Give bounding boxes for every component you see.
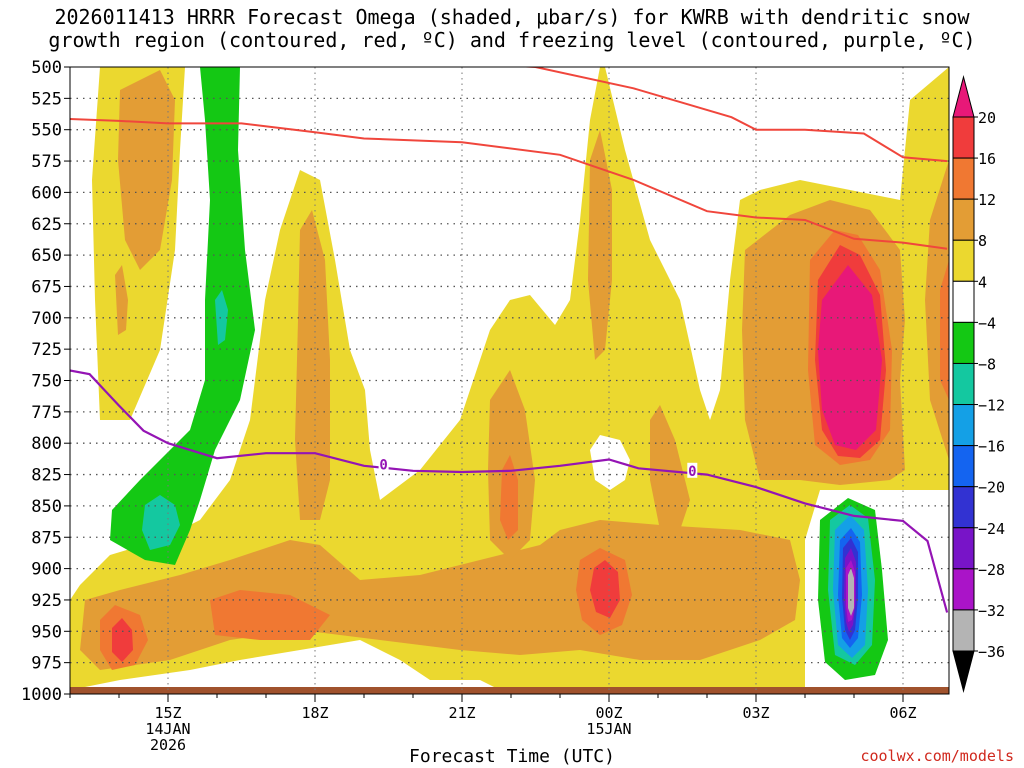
colorbar-label-9: −20 — [978, 479, 1005, 497]
y-tick-label-975: 975 — [31, 654, 62, 674]
omega-orange-right-edge — [940, 260, 949, 400]
y-tick-label-725: 725 — [31, 340, 62, 360]
colorbar-label-7: −12 — [978, 397, 1005, 415]
y-tick-label-925: 925 — [31, 591, 62, 611]
y-tick-label-825: 825 — [31, 466, 62, 486]
dendritic-contour-lower — [516, 67, 948, 163]
freezing-level-label-0: 0 — [379, 458, 387, 474]
y-tick-label-700: 700 — [31, 309, 62, 329]
y-tick-label-850: 850 — [31, 497, 62, 517]
x-tick-date-00Z: 15JAN — [586, 720, 631, 738]
colorbar-label-6: −8 — [978, 355, 996, 373]
x-tick-label-18Z: 18Z — [301, 704, 328, 722]
omega-teal-upper — [215, 290, 228, 345]
x-tick-label-03Z: 03Z — [742, 704, 769, 722]
colorbar-label-0: 20 — [978, 109, 996, 127]
colorbar-label-1: 16 — [978, 150, 996, 168]
ground-band — [70, 687, 949, 694]
colorbar-swatch-1 — [952, 157, 975, 200]
freezing-level-label-1: 0 — [688, 464, 696, 480]
x-tick-label-00Z: 00Z — [595, 704, 622, 722]
y-tick-label-950: 950 — [31, 622, 62, 642]
colorbar-label-3: 8 — [978, 232, 987, 250]
colorbar-swatch-0 — [952, 116, 975, 159]
title-line-2: growth region (contoured, red, ºC) and f… — [48, 28, 976, 52]
colorbar-label-8: −16 — [978, 438, 1005, 456]
x-tick-label-06Z: 06Z — [889, 704, 916, 722]
grid-lines — [70, 67, 949, 694]
y-tick-label-550: 550 — [31, 121, 62, 141]
omega-gray-right — [848, 568, 854, 616]
omega-shading — [70, 67, 949, 694]
y-tick-label-500: 500 — [31, 58, 62, 78]
y-tick-label-1000: 1000 — [21, 685, 62, 705]
colorbar-swatch-5 — [952, 321, 975, 364]
omega-red-00z — [590, 560, 620, 618]
freezing-label-bg-0 — [378, 456, 389, 472]
colorbar-swatch-9 — [952, 486, 975, 529]
colorbar-swatch-12 — [952, 609, 975, 652]
omega-tan-column-01z — [650, 405, 690, 530]
y-tick-label-875: 875 — [31, 528, 62, 548]
omega-teal-patch — [142, 495, 180, 550]
y-tick-label-625: 625 — [31, 215, 62, 235]
colorbar-swatch-10 — [952, 527, 975, 570]
y-tick-label-675: 675 — [31, 277, 62, 297]
omega-white-notch — [590, 435, 630, 490]
colorbar-label-5: −4 — [978, 314, 996, 332]
y-tick-label-750: 750 — [31, 372, 62, 392]
colorbar-label-2: 12 — [978, 191, 996, 209]
y-tick-label-575: 575 — [31, 152, 62, 172]
y-tick-label-650: 650 — [31, 246, 62, 266]
omega-orange-lower-band — [210, 590, 330, 640]
dendritic-contour-upper — [70, 117, 948, 250]
colorbar-swatch-7 — [952, 404, 975, 447]
y-tick-label-600: 600 — [31, 183, 62, 203]
y-tick-label-775: 775 — [31, 403, 62, 423]
x-tick-label-21Z: 21Z — [448, 704, 475, 722]
omega-green-column — [110, 67, 255, 565]
omega-tan-small-left — [115, 265, 128, 335]
omega-tan-column-00z — [588, 130, 612, 360]
omega-orange-23z — [500, 455, 518, 540]
title-line-1: 2026011413 HRRR Forecast Omega (shaded, … — [54, 5, 970, 29]
credit-link[interactable]: coolwx.com/models — [860, 747, 1014, 765]
colorbar-top-arrow — [952, 75, 975, 118]
colorbar-label-12: −32 — [978, 602, 1005, 620]
freezing-level-contour — [70, 369, 949, 613]
colorbar-swatch-11 — [952, 568, 975, 611]
freezing-label-bg-1 — [687, 462, 698, 478]
colorbar-swatch-2 — [952, 198, 975, 241]
colorbar: 20 16 12 8 4 −4 −8 −12 −16 −20 −24 −28 −32 −36 — [952, 75, 1005, 693]
y-tick-label-800: 800 — [31, 434, 62, 454]
omega-tan-column-18z — [295, 210, 330, 520]
x-tick-date-15Z: 14JAN — [145, 720, 190, 738]
omega-tan-upper-left — [118, 70, 175, 270]
x-tick-year-15Z: 2026 — [150, 736, 186, 754]
colorbar-swatch-3 — [952, 239, 975, 282]
colorbar-label-4: 4 — [978, 273, 987, 291]
colorbar-label-10: −24 — [978, 520, 1005, 538]
y-tick-label-900: 900 — [31, 560, 62, 580]
colorbar-swatch-6 — [952, 362, 975, 406]
x-axis-title: Forecast Time (UTC) — [409, 746, 615, 767]
x-tick-label-15Z: 15Z — [154, 704, 181, 722]
colorbar-label-11: −28 — [978, 561, 1005, 579]
y-axis: 500 525 550 575 600 625 650 675 700 725 750 775 800 8… — [21, 58, 70, 705]
omega-red-left — [112, 618, 133, 662]
colorbar-bottom-arrow — [952, 650, 975, 693]
colorbar-swatch-8 — [952, 445, 975, 488]
omega-magenta-right — [818, 265, 882, 450]
colorbar-label-13: −36 — [978, 643, 1005, 661]
chart-title: 2026011413 HRRR Forecast Omega (shaded, … — [0, 6, 1024, 52]
y-tick-label-525: 525 — [31, 89, 62, 109]
colorbar-swatch-4 — [952, 280, 975, 323]
